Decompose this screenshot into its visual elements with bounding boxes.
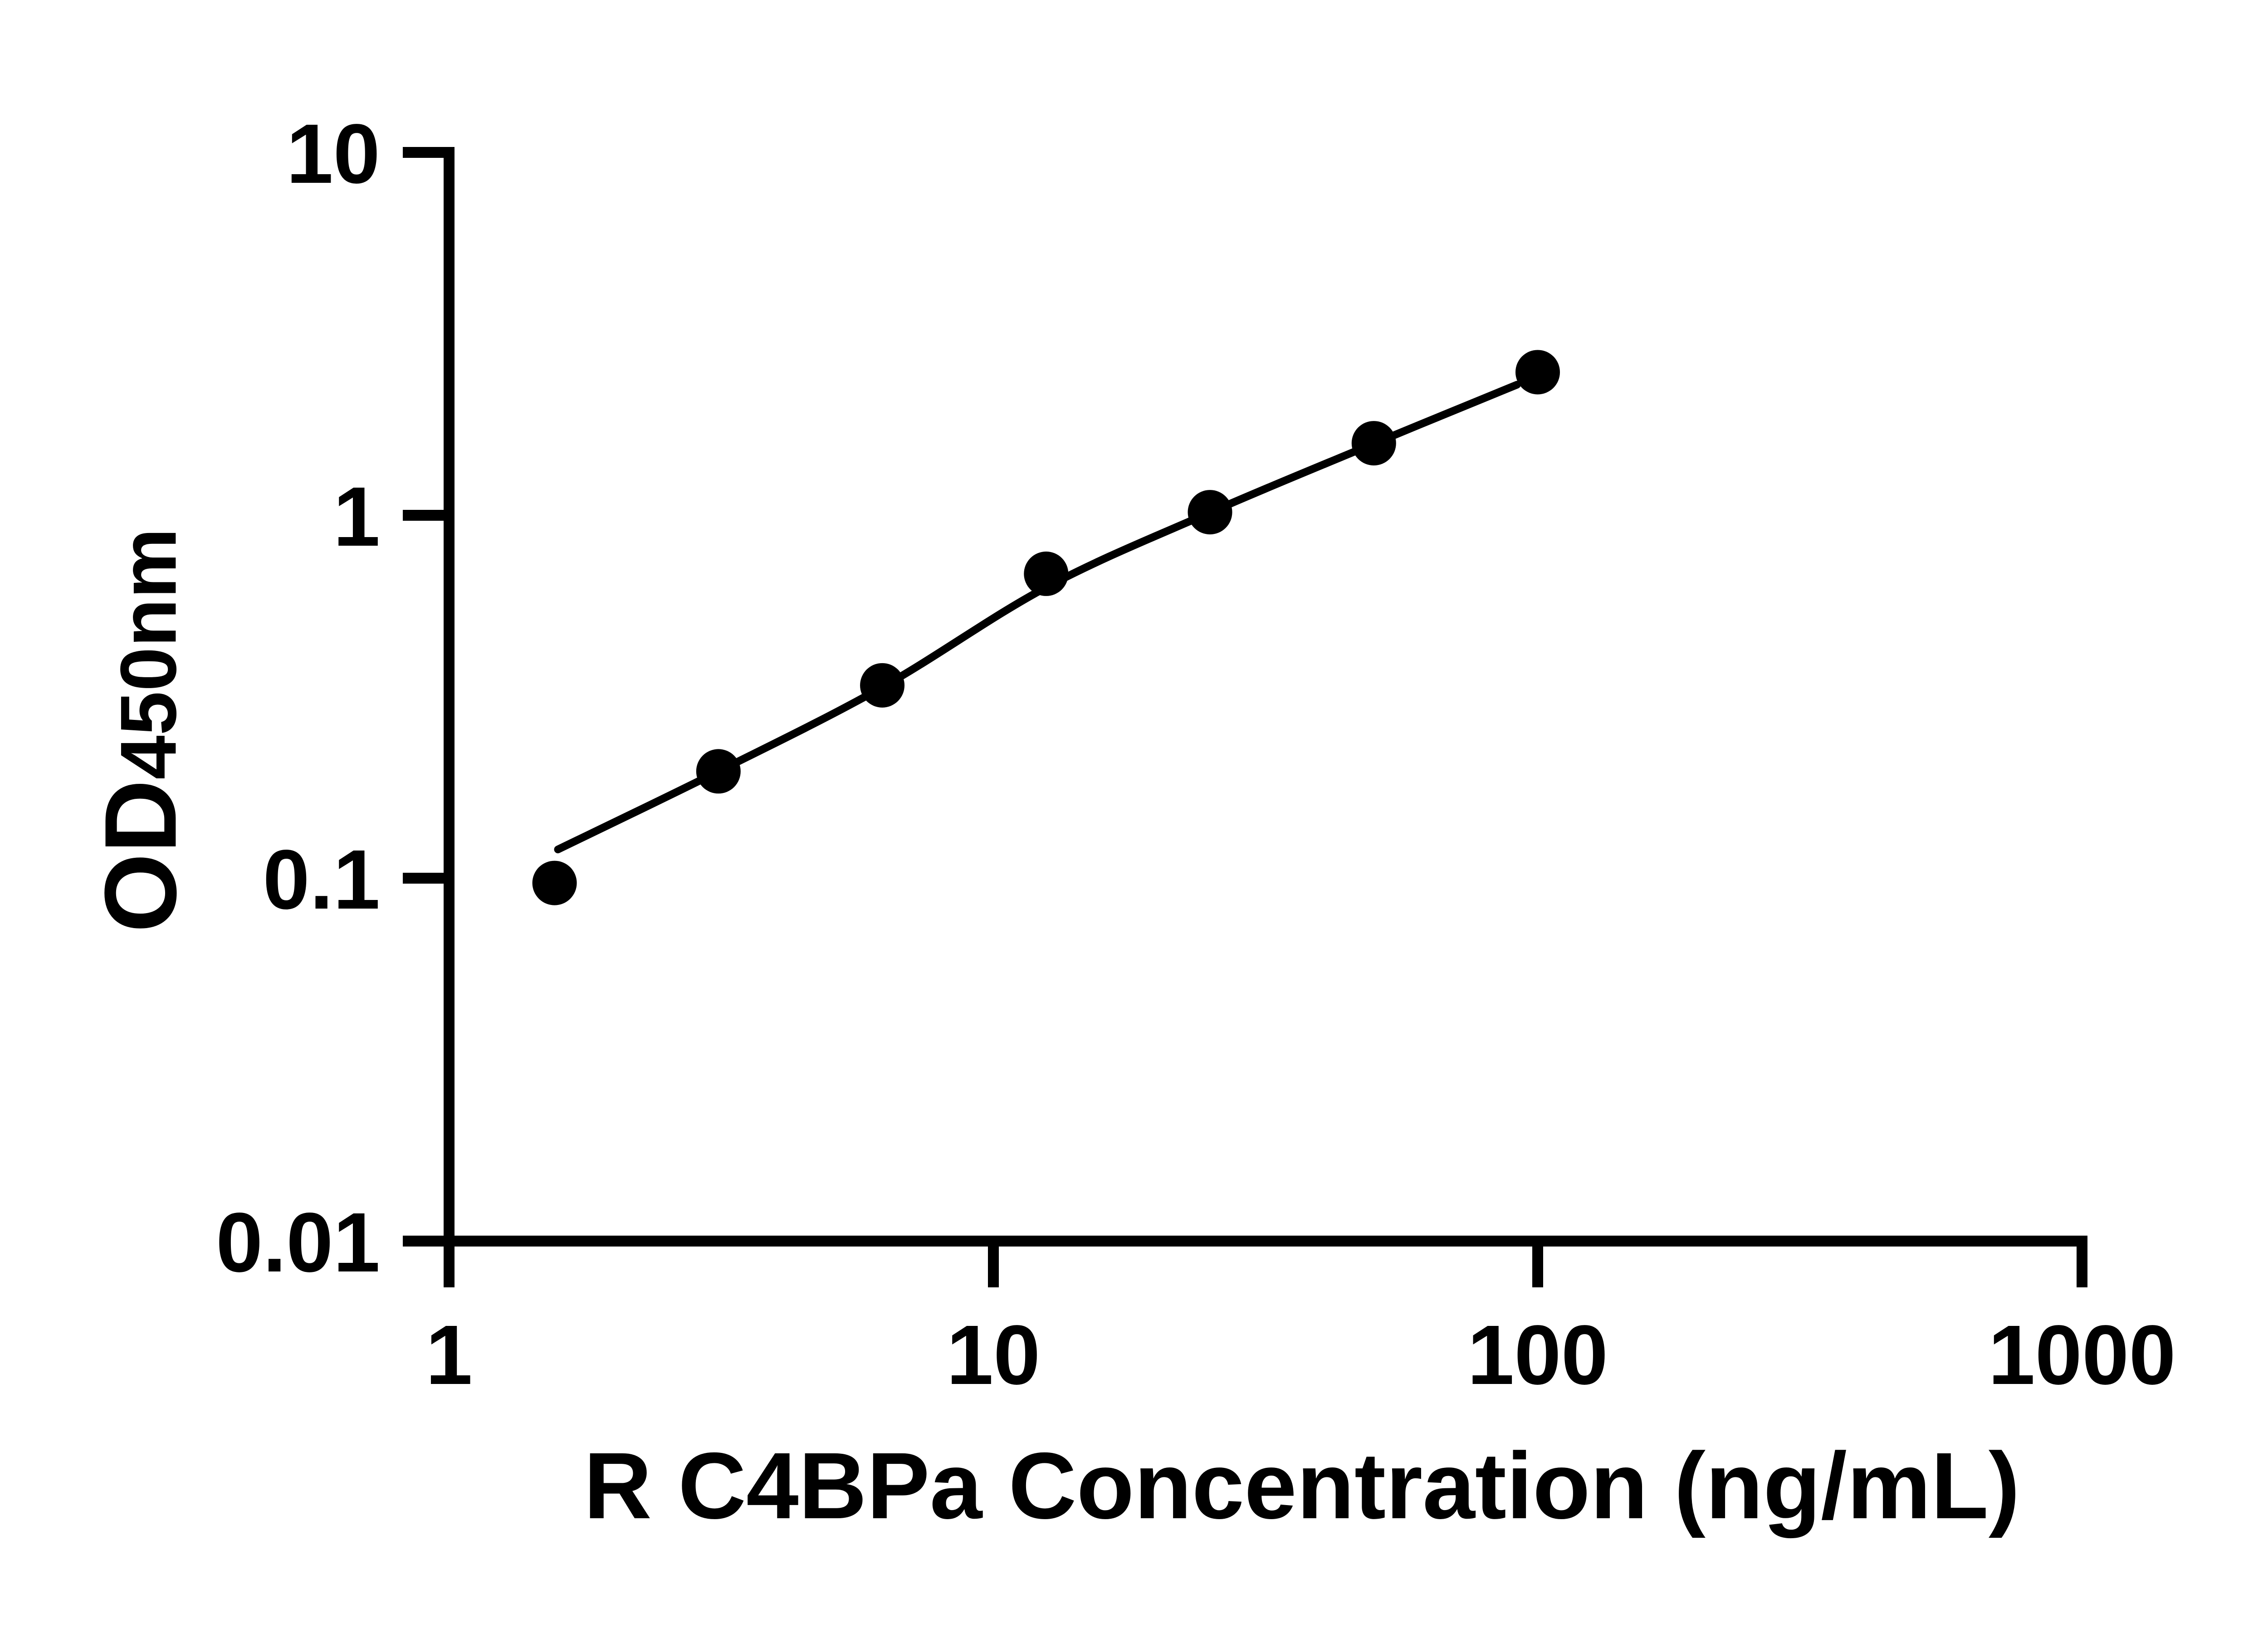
x-tick-label: 1000 <box>1988 1308 2176 1402</box>
data-point-marker <box>532 861 577 905</box>
y-tick-label: 0.01 <box>216 1196 380 1290</box>
data-point-marker <box>696 749 741 794</box>
y-tick-label: 1 <box>333 470 380 564</box>
x-tick-label: 10 <box>947 1308 1041 1402</box>
data-point-marker <box>1515 350 1560 395</box>
data-point-marker <box>1351 421 1396 466</box>
x-tick-label: 1 <box>425 1308 472 1402</box>
data-point-marker <box>1188 490 1232 535</box>
y-axis-title: OD450nm <box>83 528 197 933</box>
data-point-marker <box>1024 551 1069 596</box>
data-point-marker <box>860 663 905 708</box>
x-axis-title: R C4BPa Concentration (ng/mL) <box>583 1433 2020 1539</box>
y-axis-title-main: OD <box>83 779 198 933</box>
y-tick-label: 0.1 <box>263 833 380 927</box>
x-tick-label: 100 <box>1467 1308 1608 1402</box>
y-axis-title-subscript: 450nm <box>104 528 193 780</box>
y-tick-label: 10 <box>286 107 380 201</box>
